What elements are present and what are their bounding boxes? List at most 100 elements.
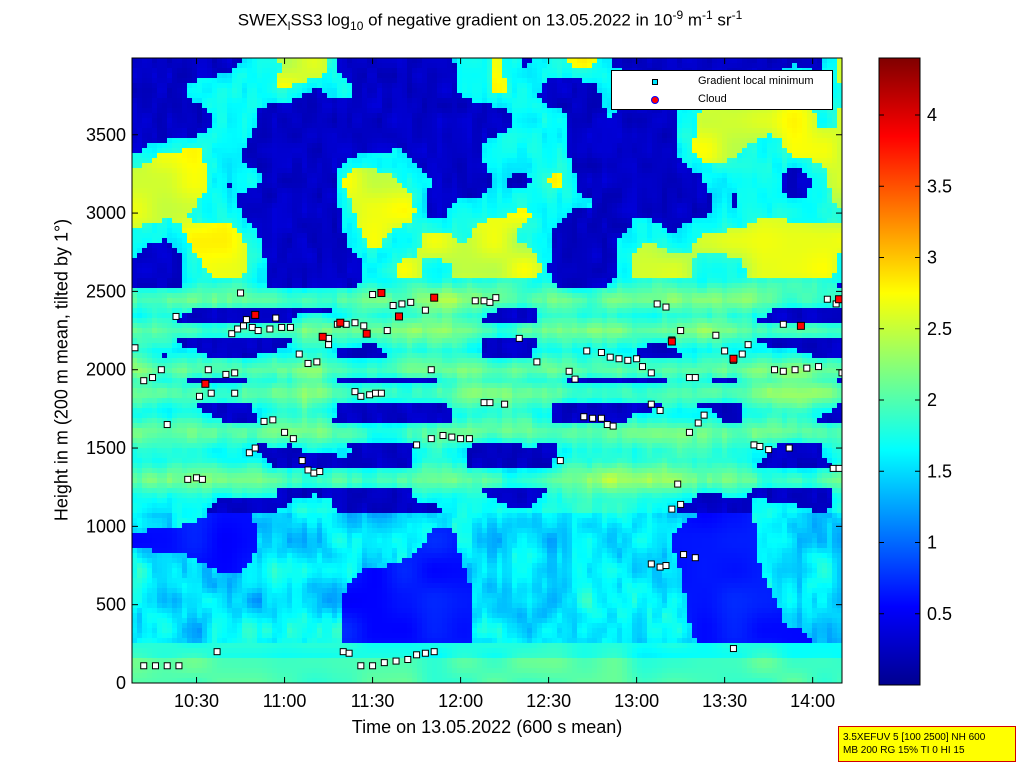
cloud-point: [337, 319, 344, 326]
y-tick-label: 2500: [86, 281, 126, 301]
square-marker-icon: [652, 79, 658, 85]
gradient-minimum-point: [373, 390, 379, 396]
gradient-minimum-point: [581, 414, 587, 420]
gradient-minimum-point: [196, 393, 202, 399]
gradient-minimum-point: [370, 292, 376, 298]
legend-label: Cloud: [698, 93, 727, 105]
gradient-minimum-point: [428, 367, 434, 373]
gradient-minimum-point: [287, 324, 293, 330]
gradient-minimum-point: [405, 657, 411, 663]
cloud-point: [319, 333, 326, 340]
gradient-minimum-point: [766, 447, 772, 453]
cloud-point: [431, 294, 438, 301]
cloud-point: [797, 322, 804, 329]
cloud-point: [668, 338, 675, 345]
gradient-minimum-point: [305, 360, 311, 366]
gradient-minimum-point: [639, 364, 645, 370]
gradient-minimum-point: [757, 443, 763, 449]
colorbar-tick-label: 1.5: [927, 461, 952, 481]
gradient-minimum-point: [590, 415, 596, 421]
y-tick-label: 0: [116, 673, 126, 693]
gradient-minimum-point: [208, 390, 214, 396]
circle-marker-icon: [651, 96, 659, 104]
gradient-minimum-point: [422, 307, 428, 313]
gradient-minimum-point: [675, 481, 681, 487]
gradient-minimum-point: [472, 298, 478, 304]
gradient-minimum-point: [252, 445, 258, 451]
gradient-minimum-point: [352, 320, 358, 326]
colorbar: [879, 58, 920, 685]
gradient-minimum-point: [648, 370, 654, 376]
gradient-minimum-point: [722, 348, 728, 354]
gradient-minimum-point: [267, 326, 273, 332]
gradient-minimum-point: [610, 423, 616, 429]
gradient-minimum-point: [194, 475, 200, 481]
gradient-minimum-point: [270, 417, 276, 423]
x-tick-label: 12:30: [526, 691, 571, 711]
gradient-minimum-point: [399, 301, 405, 307]
gradient-minimum-point: [616, 356, 622, 362]
gradient-minimum-point: [243, 317, 249, 323]
gradient-minimum-point: [238, 290, 244, 296]
gradient-minimum-point: [730, 646, 736, 652]
gradient-minimum-point: [235, 326, 241, 332]
x-tick-label: 11:00: [263, 691, 307, 711]
gradient-minimum-point: [648, 561, 654, 567]
info-line: 3.5XEFUV 5 [100 2500] NH 600: [843, 731, 1011, 744]
gradient-minimum-point: [557, 458, 563, 464]
legend-entry-cloud: Cloud: [612, 92, 832, 108]
gradient-minimum-point: [487, 400, 493, 406]
gradient-minimum-point: [739, 351, 745, 357]
gradient-minimum-point: [745, 342, 751, 348]
y-tick-label: 500: [96, 595, 126, 615]
y-axis-label: Height in m (200 m mean, tilted by 1°): [52, 219, 73, 521]
gradient-minimum-point: [751, 442, 757, 448]
gradient-minimum-point: [390, 302, 396, 308]
gradient-minimum-point: [358, 663, 364, 669]
gradient-minimum-point: [150, 375, 156, 381]
x-tick-label: 11:30: [351, 691, 395, 711]
gradient-minimum-point: [830, 465, 836, 471]
gradient-minimum-point: [232, 370, 238, 376]
settings-info-box: 3.5XEFUV 5 [100 2500] NH 600 MB 200 RG 1…: [838, 726, 1016, 762]
gradient-minimum-point: [249, 324, 255, 330]
gradient-minimum-point: [132, 345, 138, 351]
gradient-minimum-point: [681, 552, 687, 558]
colorbar-tick-label: 0.5: [927, 604, 952, 624]
gradient-minimum-point: [428, 436, 434, 442]
gradient-minimum-point: [458, 436, 464, 442]
chart-title: SWEXlSS3 log10 of negative gradient on 1…: [0, 8, 980, 33]
gradient-minimum-point: [481, 298, 487, 304]
x-tick-label: 14:00: [790, 691, 835, 711]
gradient-minimum-point: [572, 376, 578, 382]
gradient-minimum-point: [466, 436, 472, 442]
gradient-minimum-point: [358, 393, 364, 399]
gradient-minimum-point: [290, 436, 296, 442]
gradient-minimum-point: [361, 323, 367, 329]
gradient-minimum-point: [299, 458, 305, 464]
colorbar-tick-label: 2.5: [927, 319, 952, 339]
gradient-minimum-point: [414, 652, 420, 658]
gradient-minimum-point: [534, 359, 540, 365]
gradient-minimum-point: [311, 470, 317, 476]
gradient-minimum-point: [185, 476, 191, 482]
x-axis-label: Time on 13.05.2022 (600 s mean): [352, 717, 623, 738]
gradient-minimum-point: [422, 650, 428, 656]
y-tick-label: 1000: [86, 516, 126, 536]
gradient-minimum-point: [261, 418, 267, 424]
gradient-minimum-point: [487, 299, 493, 305]
gradient-minimum-point: [663, 304, 669, 310]
gradient-minimum-point: [326, 342, 332, 348]
x-tick-label: 13:00: [614, 691, 659, 711]
gradient-minimum-point: [786, 445, 792, 451]
gradient-minimum-point: [158, 367, 164, 373]
gradient-minimum-point: [346, 650, 352, 656]
x-tick-label: 12:00: [438, 691, 483, 711]
gradient-minimum-point: [173, 313, 179, 319]
gradient-minimum-point: [772, 367, 778, 373]
gradient-minimum-point: [634, 356, 640, 362]
colorbar-tick-label: 3.5: [927, 176, 952, 196]
gradient-minimum-point: [393, 658, 399, 664]
gradient-minimum-point: [232, 390, 238, 396]
